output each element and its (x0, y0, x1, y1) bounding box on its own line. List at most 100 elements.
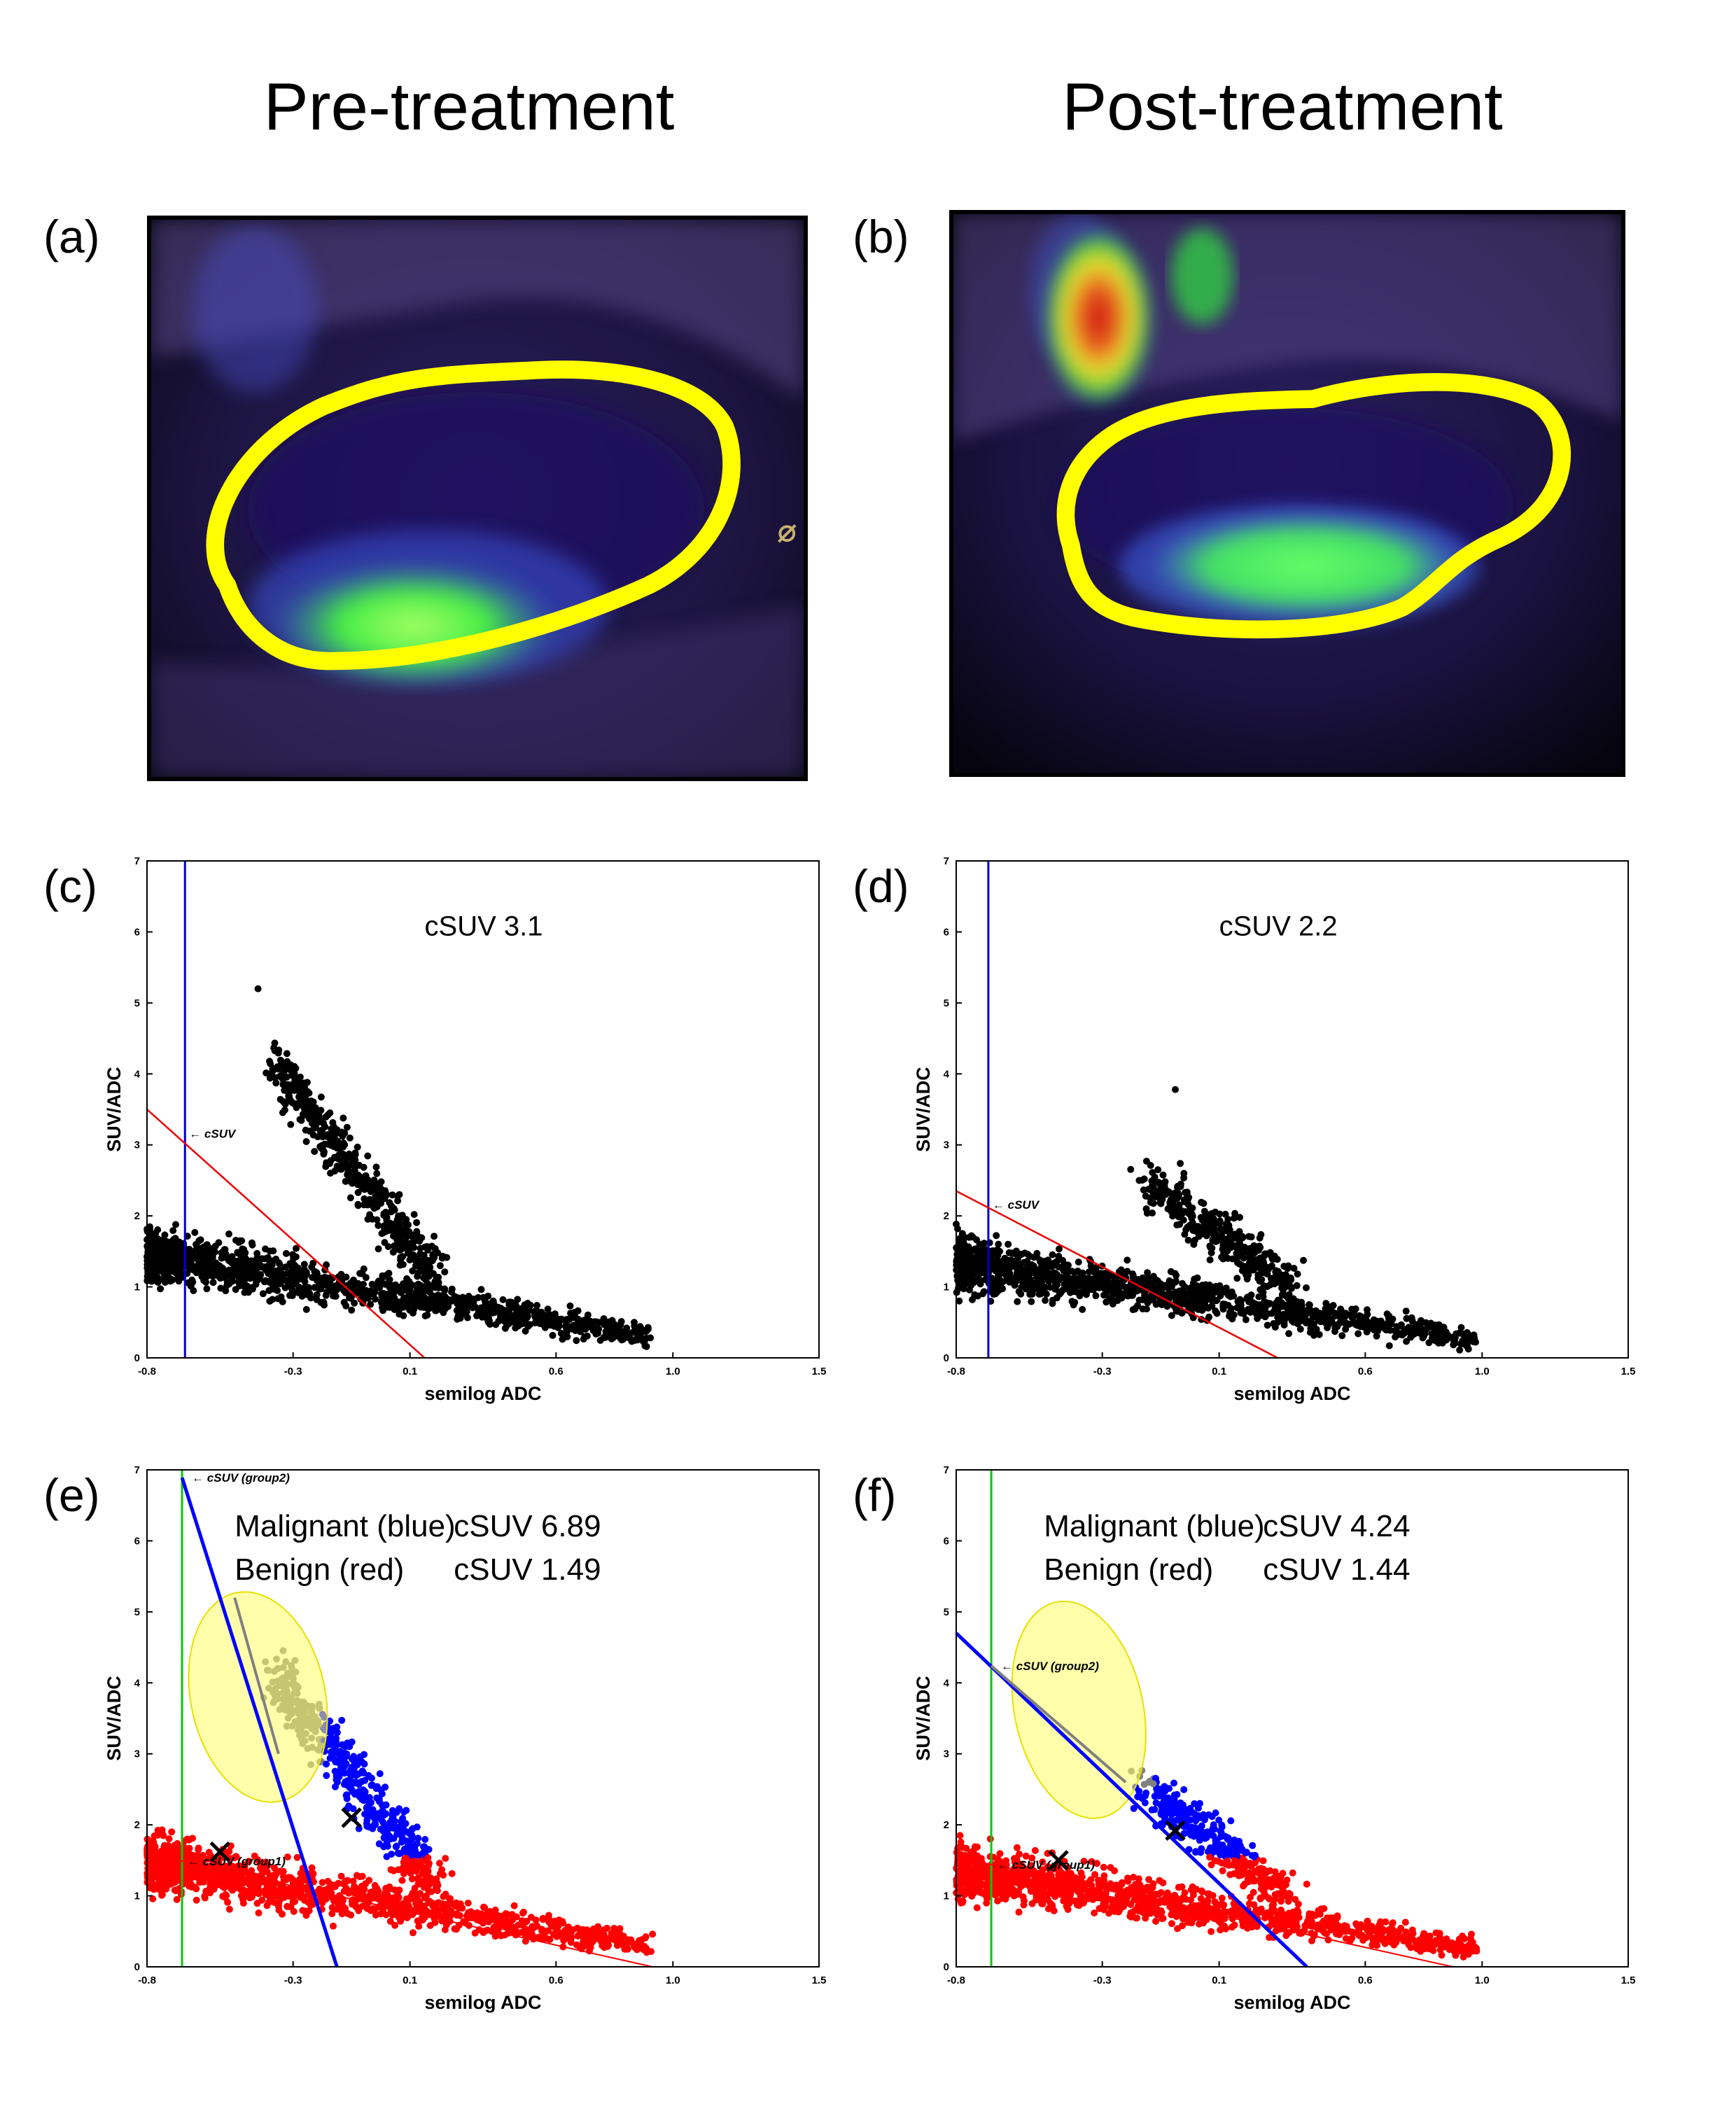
data-point (408, 1292, 416, 1300)
data-point (1352, 1305, 1359, 1312)
panel-label-e: (e) (43, 1469, 100, 1521)
data-point (439, 1303, 447, 1310)
x-tick-label: 0.1 (1212, 1366, 1226, 1377)
data-point (1029, 1263, 1037, 1271)
data-point (624, 1329, 632, 1337)
data-point (1208, 1209, 1216, 1217)
data-point (192, 1896, 200, 1904)
data-point (1246, 1258, 1254, 1266)
data-point (443, 1297, 451, 1305)
data-point (384, 1300, 392, 1307)
data-point (287, 1061, 295, 1069)
data-point (358, 1270, 366, 1277)
data-point (148, 1877, 155, 1884)
data-point (649, 1930, 657, 1938)
data-point (398, 1233, 405, 1240)
data-point (369, 1200, 377, 1207)
data-point (367, 1182, 374, 1190)
data-point (464, 1314, 471, 1321)
y-axis-label: SUV/ADC (105, 1067, 125, 1152)
data-point (276, 1279, 284, 1287)
data-point (960, 1233, 968, 1241)
data-point (366, 1211, 374, 1219)
data-point (1135, 1296, 1143, 1304)
x-tick-label: 1.0 (1475, 1366, 1490, 1377)
data-point (214, 1876, 222, 1884)
data-point (307, 1901, 314, 1909)
y-tick-label: 7 (134, 855, 140, 867)
data-point (1212, 1282, 1219, 1290)
data-point (595, 1319, 603, 1326)
data-point (215, 1239, 223, 1247)
data-point (378, 1299, 386, 1307)
data-point (1259, 1268, 1266, 1276)
data-point (584, 1931, 592, 1939)
data-point (289, 1281, 297, 1289)
data-point (263, 1902, 271, 1909)
data-point (402, 1219, 410, 1226)
data-point (1206, 1256, 1214, 1263)
data-point (1264, 1321, 1271, 1329)
data-point (386, 1226, 394, 1234)
data-point (990, 1256, 997, 1264)
data-point (490, 1298, 497, 1306)
data-point (279, 1298, 286, 1305)
data-point (990, 1264, 998, 1272)
data-point (405, 1249, 412, 1257)
data-point (1402, 1307, 1410, 1315)
data-point (380, 1892, 388, 1900)
data-point (300, 1896, 308, 1904)
data-point (1290, 1265, 1298, 1272)
data-point (637, 1937, 645, 1945)
data-point (962, 1274, 969, 1282)
data-point (1158, 1301, 1166, 1308)
data-point (1181, 1230, 1189, 1238)
data-point (580, 1322, 588, 1329)
data-point (1079, 1305, 1086, 1313)
data-point (642, 1933, 650, 1941)
data-point (564, 1928, 572, 1935)
data-point (1221, 1242, 1228, 1250)
data-point (380, 1212, 388, 1219)
y-tick-label: 1 (944, 1282, 949, 1293)
data-point (1247, 1291, 1255, 1299)
data-point (436, 1262, 444, 1270)
data-point (1218, 1287, 1226, 1294)
data-point (507, 1301, 514, 1309)
data-point (248, 1867, 255, 1874)
data-point (580, 1317, 588, 1324)
data-point (1373, 1327, 1380, 1335)
data-point (170, 1849, 178, 1857)
data-point (1155, 1283, 1163, 1290)
data-point (473, 1312, 481, 1319)
data-point (1384, 1319, 1392, 1327)
data-point (1306, 1301, 1313, 1308)
data-point (1224, 1216, 1232, 1223)
data-point (379, 1289, 386, 1297)
data-point (389, 1207, 397, 1214)
data-point (351, 1149, 359, 1157)
data-point (1028, 1290, 1036, 1298)
y-tick-label: 5 (134, 997, 140, 1009)
data-point (1095, 1275, 1102, 1282)
data-point (505, 1307, 513, 1314)
data-point (305, 1106, 313, 1114)
data-point (239, 1900, 247, 1907)
data-point (1278, 1271, 1285, 1279)
data-point (1106, 1295, 1113, 1303)
data-point (361, 1176, 369, 1184)
data-point (312, 1109, 319, 1116)
data-point (1245, 1233, 1253, 1240)
data-point (454, 1912, 461, 1919)
data-point (284, 1874, 292, 1882)
data-point (1045, 1260, 1053, 1268)
data-point (1149, 1182, 1157, 1190)
data-point (234, 1883, 242, 1891)
data-point (274, 1889, 281, 1897)
data-point (1165, 1188, 1172, 1196)
data-point (217, 1284, 225, 1292)
data-point (364, 1152, 372, 1160)
data-point (1115, 1293, 1123, 1300)
data-point (271, 1277, 279, 1284)
data-point (145, 1247, 153, 1254)
